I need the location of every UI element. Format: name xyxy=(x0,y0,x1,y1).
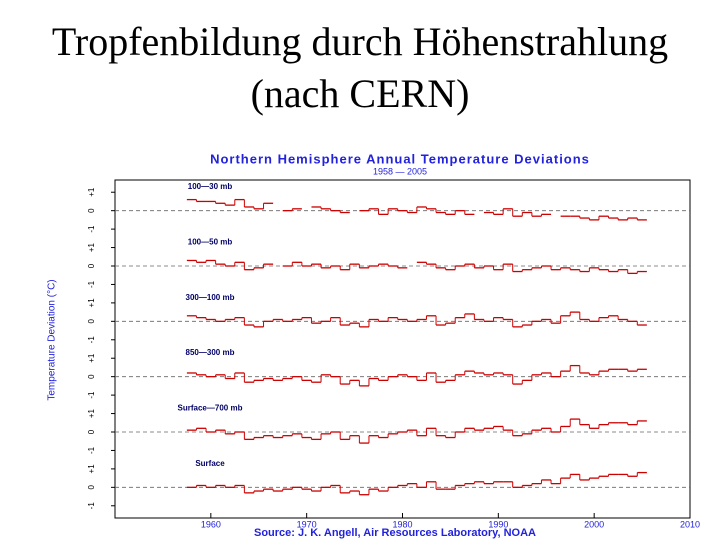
panel-label: 100—30 mb xyxy=(188,182,233,191)
x-tick-label: 1990 xyxy=(488,519,508,529)
y-tick-label: +1 xyxy=(87,464,96,474)
panel-label: 100—50 mb xyxy=(188,237,233,246)
source-note: Source: J. K. Angell, Air Resources Labo… xyxy=(254,527,536,539)
panel-label: 300—100 mb xyxy=(186,293,235,302)
y-tick-label: 0 xyxy=(87,429,96,434)
y-tick-label: +1 xyxy=(87,242,96,252)
y-tick-label: 0 xyxy=(87,263,96,268)
y-tick-label: -1 xyxy=(87,446,96,454)
x-tick-label: 1970 xyxy=(297,519,317,529)
y-tick-label: 0 xyxy=(87,319,96,324)
slide-title: (nach CERN) xyxy=(250,71,470,116)
slide-title: Tropfenbildung durch Höhenstrahlung xyxy=(51,19,669,64)
y-tick-label: 0 xyxy=(87,485,96,490)
y-axis-label: Temperature Deviation (°C) xyxy=(47,279,58,400)
x-tick-label: 2010 xyxy=(680,519,700,529)
y-tick-label: 0 xyxy=(87,374,96,379)
y-tick-label: +1 xyxy=(87,353,96,363)
x-tick-label: 1960 xyxy=(201,519,221,529)
y-tick-label: +1 xyxy=(87,187,96,197)
chart-title: Northern Hemisphere Annual Temperature D… xyxy=(210,151,590,166)
x-tick-label: 1980 xyxy=(392,519,412,529)
y-tick-label: -1 xyxy=(87,225,96,233)
y-tick-label: -1 xyxy=(87,280,96,288)
chart-subtitle: 1958 — 2005 xyxy=(373,166,427,176)
x-tick-label: 2000 xyxy=(584,519,604,529)
y-tick-label: +1 xyxy=(87,298,96,308)
y-tick-label: -1 xyxy=(87,336,96,344)
panel-label: Surface—700 mb xyxy=(178,403,243,412)
y-tick-label: 0 xyxy=(87,208,96,213)
y-tick-label: +1 xyxy=(87,408,96,418)
panel-label: 850—300 mb xyxy=(186,348,235,357)
y-tick-label: -1 xyxy=(87,391,96,399)
y-tick-label: -1 xyxy=(87,502,96,510)
panel-label: Surface xyxy=(195,459,225,468)
